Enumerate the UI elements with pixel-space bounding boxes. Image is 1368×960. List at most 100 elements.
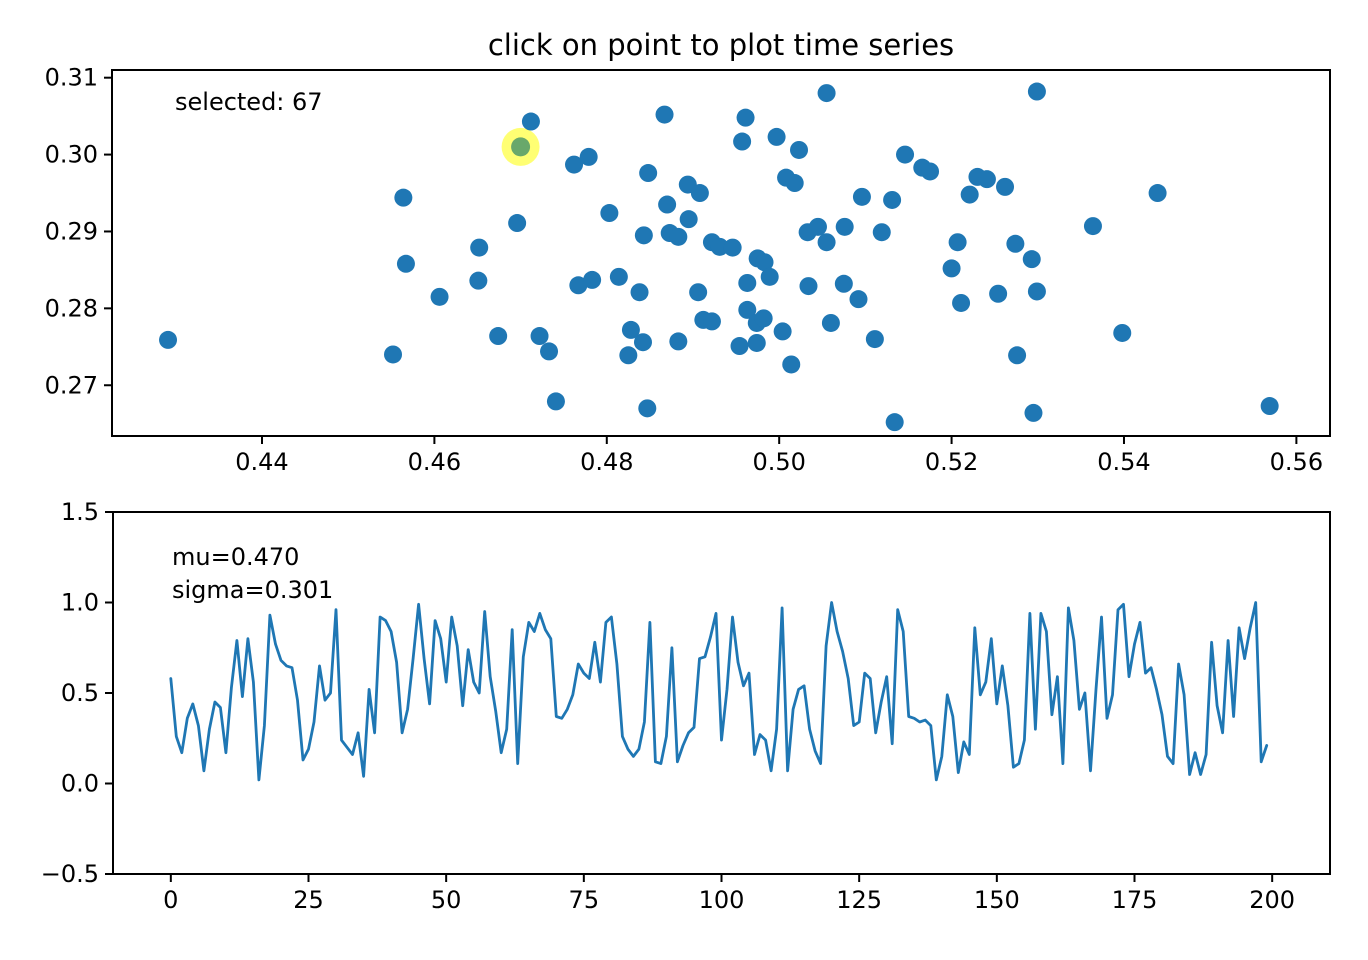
scatter-point[interactable]: [952, 293, 971, 312]
scatter-point[interactable]: [630, 283, 649, 302]
scatter-point[interactable]: [1022, 250, 1041, 269]
scatter-point[interactable]: [508, 214, 527, 233]
scatter-point[interactable]: [817, 233, 836, 252]
scatter-point[interactable]: [996, 177, 1015, 196]
scatter-point[interactable]: [835, 217, 854, 236]
scatter-point[interactable]: [710, 237, 729, 256]
scatter-point[interactable]: [1083, 217, 1102, 236]
scatter-point[interactable]: [583, 270, 602, 289]
scatter-point[interactable]: [755, 253, 774, 272]
scatter-point[interactable]: [638, 399, 657, 418]
scatter-point[interactable]: [960, 185, 979, 204]
scatter-point[interactable]: [489, 327, 508, 346]
x-tick-label: 75: [569, 886, 600, 914]
scatter-point[interactable]: [896, 145, 915, 164]
x-tick-label: 150: [974, 886, 1020, 914]
y-tick-label: 0.5: [61, 679, 99, 707]
scatter-point[interactable]: [430, 287, 449, 306]
scatter-point[interactable]: [849, 290, 868, 309]
scatter-point[interactable]: [730, 337, 749, 356]
x-tick-label: 0: [163, 886, 178, 914]
y-tick-label: 1.5: [61, 498, 99, 526]
scatter-point[interactable]: [609, 267, 628, 286]
scatter-point[interactable]: [865, 330, 884, 349]
x-tick-label: 0.44: [235, 448, 288, 476]
scatter-point[interactable]: [530, 327, 549, 346]
scatter-point[interactable]: [619, 346, 638, 365]
scatter-point[interactable]: [600, 204, 619, 223]
timeseries-line: [169, 601, 1269, 782]
selected-point[interactable]: [511, 137, 531, 157]
scatter-point[interactable]: [690, 184, 709, 203]
y-tick-label: 0.30: [45, 141, 98, 169]
scatter-point[interactable]: [790, 140, 809, 159]
scatter-point[interactable]: [767, 127, 786, 146]
scatter-point[interactable]: [1008, 346, 1027, 365]
x-tick-label: 0.46: [408, 448, 461, 476]
scatter-point[interactable]: [658, 195, 677, 214]
scatter-point[interactable]: [942, 259, 961, 278]
scatter-point[interactable]: [540, 342, 559, 361]
x-tick-label: 0.56: [1270, 448, 1323, 476]
scatter-point[interactable]: [785, 174, 804, 193]
scatter-point[interactable]: [679, 210, 698, 229]
scatter-point[interactable]: [579, 147, 598, 166]
scatter-point[interactable]: [384, 345, 403, 364]
scatter-point[interactable]: [821, 313, 840, 332]
scatter-point[interactable]: [669, 227, 688, 246]
scatter-point[interactable]: [159, 330, 178, 349]
scatter-point[interactable]: [702, 312, 721, 331]
scatter-point[interactable]: [1027, 282, 1046, 301]
scatter-point[interactable]: [977, 170, 996, 189]
scatter-point[interactable]: [747, 333, 766, 352]
scatter-point[interactable]: [1027, 82, 1046, 101]
mu-annotation: mu=0.470: [172, 543, 300, 571]
scatter-point[interactable]: [852, 187, 871, 206]
scatter-point[interactable]: [817, 84, 836, 103]
scatter-point[interactable]: [633, 333, 652, 352]
scatter-point[interactable]: [521, 112, 540, 131]
scatter-point[interactable]: [634, 226, 653, 245]
scatter-point[interactable]: [689, 283, 708, 302]
scatter-point[interactable]: [469, 271, 488, 290]
scatter-point[interactable]: [989, 284, 1008, 303]
scatter-point[interactable]: [760, 267, 779, 286]
scatter-point[interactable]: [669, 332, 688, 351]
scatter-point[interactable]: [872, 223, 891, 242]
scatter-point[interactable]: [546, 392, 565, 411]
scatter-point[interactable]: [883, 190, 902, 209]
scatter-point[interactable]: [733, 132, 752, 151]
x-tick-label: 200: [1249, 886, 1295, 914]
y-tick-label: 0.31: [45, 64, 98, 92]
scatter-point[interactable]: [773, 322, 792, 341]
scatter-point[interactable]: [621, 320, 640, 339]
scatter-point[interactable]: [569, 276, 588, 295]
scatter-point[interactable]: [782, 355, 801, 374]
scatter-point[interactable]: [565, 155, 584, 174]
scatter-point[interactable]: [1113, 323, 1132, 342]
scatter-point[interactable]: [1148, 184, 1167, 203]
scatter-point[interactable]: [394, 188, 413, 207]
scatter-point[interactable]: [799, 277, 818, 296]
scatter-point[interactable]: [655, 105, 674, 124]
scatter-point[interactable]: [738, 300, 757, 319]
x-tick-label: 25: [293, 886, 324, 914]
scatter-point[interactable]: [808, 217, 827, 236]
y-tick-label: 0.29: [45, 217, 98, 245]
scatter-point[interactable]: [1260, 397, 1279, 416]
scatter-point[interactable]: [639, 164, 658, 183]
scatter-point[interactable]: [1006, 234, 1025, 253]
scatter-point[interactable]: [948, 233, 967, 252]
scatter-point[interactable]: [885, 413, 904, 432]
scatter-point[interactable]: [834, 274, 853, 293]
scatter-point[interactable]: [736, 108, 755, 127]
scatter-point[interactable]: [396, 254, 415, 273]
scatter-point[interactable]: [754, 309, 773, 328]
scatter-point[interactable]: [470, 238, 489, 257]
scatter-point[interactable]: [723, 238, 742, 257]
x-tick-label: 0.50: [752, 448, 805, 476]
scatter-point[interactable]: [1024, 403, 1043, 422]
scatter-point[interactable]: [921, 162, 940, 181]
scatter-point[interactable]: [738, 273, 757, 292]
